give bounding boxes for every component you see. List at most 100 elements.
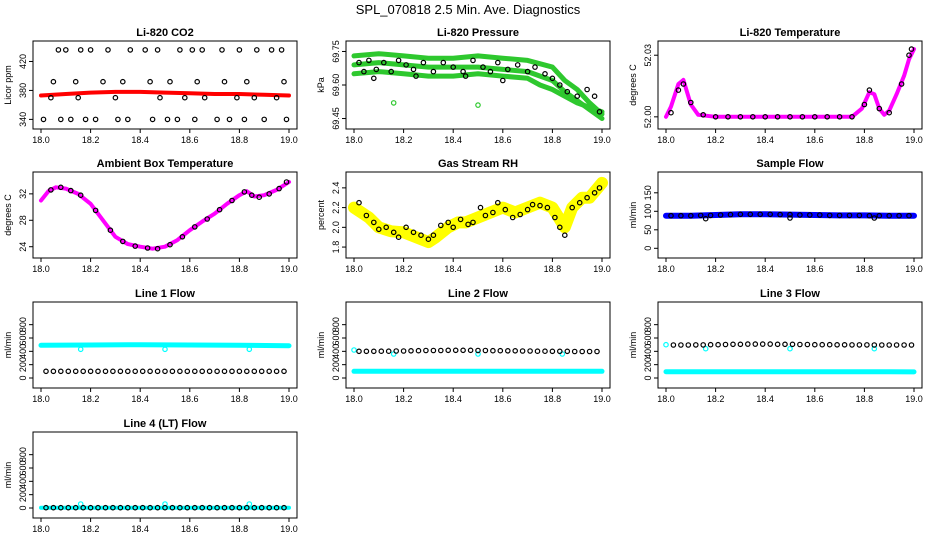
data-point-black bbox=[244, 368, 250, 375]
data-point-black bbox=[378, 348, 385, 355]
data-point-black bbox=[906, 52, 912, 59]
data-point-black bbox=[494, 199, 501, 206]
data-point-black bbox=[591, 190, 598, 196]
data-point-black bbox=[373, 66, 380, 73]
x-tick-label: 18.2 bbox=[82, 524, 100, 534]
data-point-black bbox=[174, 116, 181, 123]
data-point-black bbox=[154, 504, 161, 511]
data-point-cyan bbox=[162, 501, 168, 507]
data-point-black bbox=[72, 78, 79, 85]
data-point-black bbox=[774, 114, 781, 120]
y-tick-label: 0 bbox=[331, 375, 341, 380]
data-point-black bbox=[95, 504, 101, 511]
data-point-black bbox=[499, 77, 506, 84]
data-point-black bbox=[490, 209, 496, 216]
data-point-black bbox=[87, 504, 94, 511]
panel-title: Li-820 CO2 bbox=[136, 27, 193, 39]
y-tick-label: 800 bbox=[18, 317, 28, 332]
data-point-black bbox=[234, 94, 240, 101]
data-point-black bbox=[759, 341, 766, 347]
data-point-black bbox=[221, 78, 228, 85]
data-point-black bbox=[132, 504, 139, 511]
data-point-black bbox=[722, 341, 729, 348]
data-point-black bbox=[437, 222, 444, 229]
y-tick-label: 200 bbox=[18, 487, 28, 502]
data-point-black bbox=[668, 109, 674, 116]
x-tick-label: 18.6 bbox=[494, 394, 512, 404]
data-point-cyan bbox=[351, 347, 357, 353]
y-tick-label: 600 bbox=[331, 330, 341, 345]
data-point-black bbox=[216, 206, 223, 213]
x-tick-label: 19.0 bbox=[280, 135, 298, 145]
data-point-black bbox=[363, 212, 370, 219]
data-point-black bbox=[717, 212, 724, 218]
data-point-black bbox=[63, 47, 69, 53]
data-point-black bbox=[214, 504, 220, 511]
data-point-black bbox=[537, 202, 543, 209]
data-point-black bbox=[87, 47, 94, 53]
data-point-black bbox=[871, 215, 878, 221]
data-point-black bbox=[841, 341, 848, 348]
data-point-black bbox=[866, 87, 873, 93]
data-point-black bbox=[762, 114, 769, 120]
data-point-black bbox=[105, 47, 111, 53]
x-tick-label: 18.8 bbox=[856, 394, 874, 404]
data-point-black bbox=[65, 368, 72, 375]
data-point-black bbox=[413, 73, 419, 79]
plot-frame bbox=[32, 431, 298, 519]
x-tick-label: 18.0 bbox=[345, 394, 363, 404]
y-tick-label: 0 bbox=[18, 505, 28, 510]
y-tick-label: 800 bbox=[331, 317, 341, 332]
y-tick-label: 800 bbox=[18, 447, 28, 462]
data-point-black bbox=[177, 368, 183, 375]
y-axis-label: ml/min bbox=[628, 332, 638, 359]
data-point-black bbox=[697, 212, 704, 219]
panel-licor-temp: Li-820 Temperature degrees C 18.0 18.2 18.4 1… bbox=[628, 27, 923, 145]
data-point-black bbox=[72, 504, 79, 511]
x-tick-label: 19.0 bbox=[280, 524, 298, 534]
x-tick-label: 18.0 bbox=[32, 524, 50, 534]
data-point-black bbox=[117, 504, 124, 511]
x-tick-label: 18.0 bbox=[657, 135, 675, 145]
data-point-black bbox=[730, 341, 736, 348]
data-point-black bbox=[782, 341, 788, 348]
data-point-black bbox=[283, 116, 290, 123]
data-point-black bbox=[866, 212, 873, 219]
data-point-black bbox=[482, 347, 489, 354]
y-tick-label: 400 bbox=[18, 474, 28, 489]
y-tick-label: 69.75 bbox=[331, 40, 341, 63]
data-point-black bbox=[490, 347, 496, 354]
x-tick-label: 18.2 bbox=[82, 264, 100, 274]
x-tick-label: 18.4 bbox=[444, 394, 462, 404]
data-point-black bbox=[258, 368, 265, 375]
panel-title: Ambient Box Temperature bbox=[97, 158, 234, 170]
data-point-black bbox=[901, 342, 907, 348]
data-point-black bbox=[395, 234, 402, 241]
data-point-black bbox=[819, 341, 826, 348]
data-point-black bbox=[749, 114, 756, 120]
data-point-black bbox=[420, 59, 427, 66]
data-point-black bbox=[826, 341, 833, 348]
x-tick-label: 18.8 bbox=[544, 264, 562, 274]
data-point-black bbox=[266, 191, 273, 197]
y-axis-label: percent bbox=[316, 199, 326, 230]
x-tick-label: 18.0 bbox=[657, 394, 675, 404]
data-point-black bbox=[410, 229, 417, 236]
data-point-black bbox=[107, 227, 114, 234]
data-point-black bbox=[363, 348, 370, 355]
panel-co2: Li-820 CO2 Licor ppm 18.0 18.2 18.4 18.6 18.8 1… bbox=[3, 27, 298, 145]
data-point-black bbox=[480, 64, 486, 70]
data-point-black bbox=[403, 224, 409, 231]
data-point-black bbox=[700, 112, 707, 118]
data-point-black bbox=[687, 99, 694, 106]
data-point-black bbox=[92, 116, 99, 123]
data-point-black bbox=[787, 211, 793, 218]
data-point-black bbox=[430, 347, 437, 354]
data-point-black bbox=[514, 62, 521, 68]
data-point-black bbox=[177, 504, 183, 511]
y-tick-label: 600 bbox=[18, 330, 28, 345]
data-point-black bbox=[236, 504, 243, 511]
panel-sample-flow: Sample Flow ml/min 18.0 18.2 18.4 18.6 18.8 19.… bbox=[628, 158, 923, 274]
data-point-black bbox=[896, 212, 902, 219]
